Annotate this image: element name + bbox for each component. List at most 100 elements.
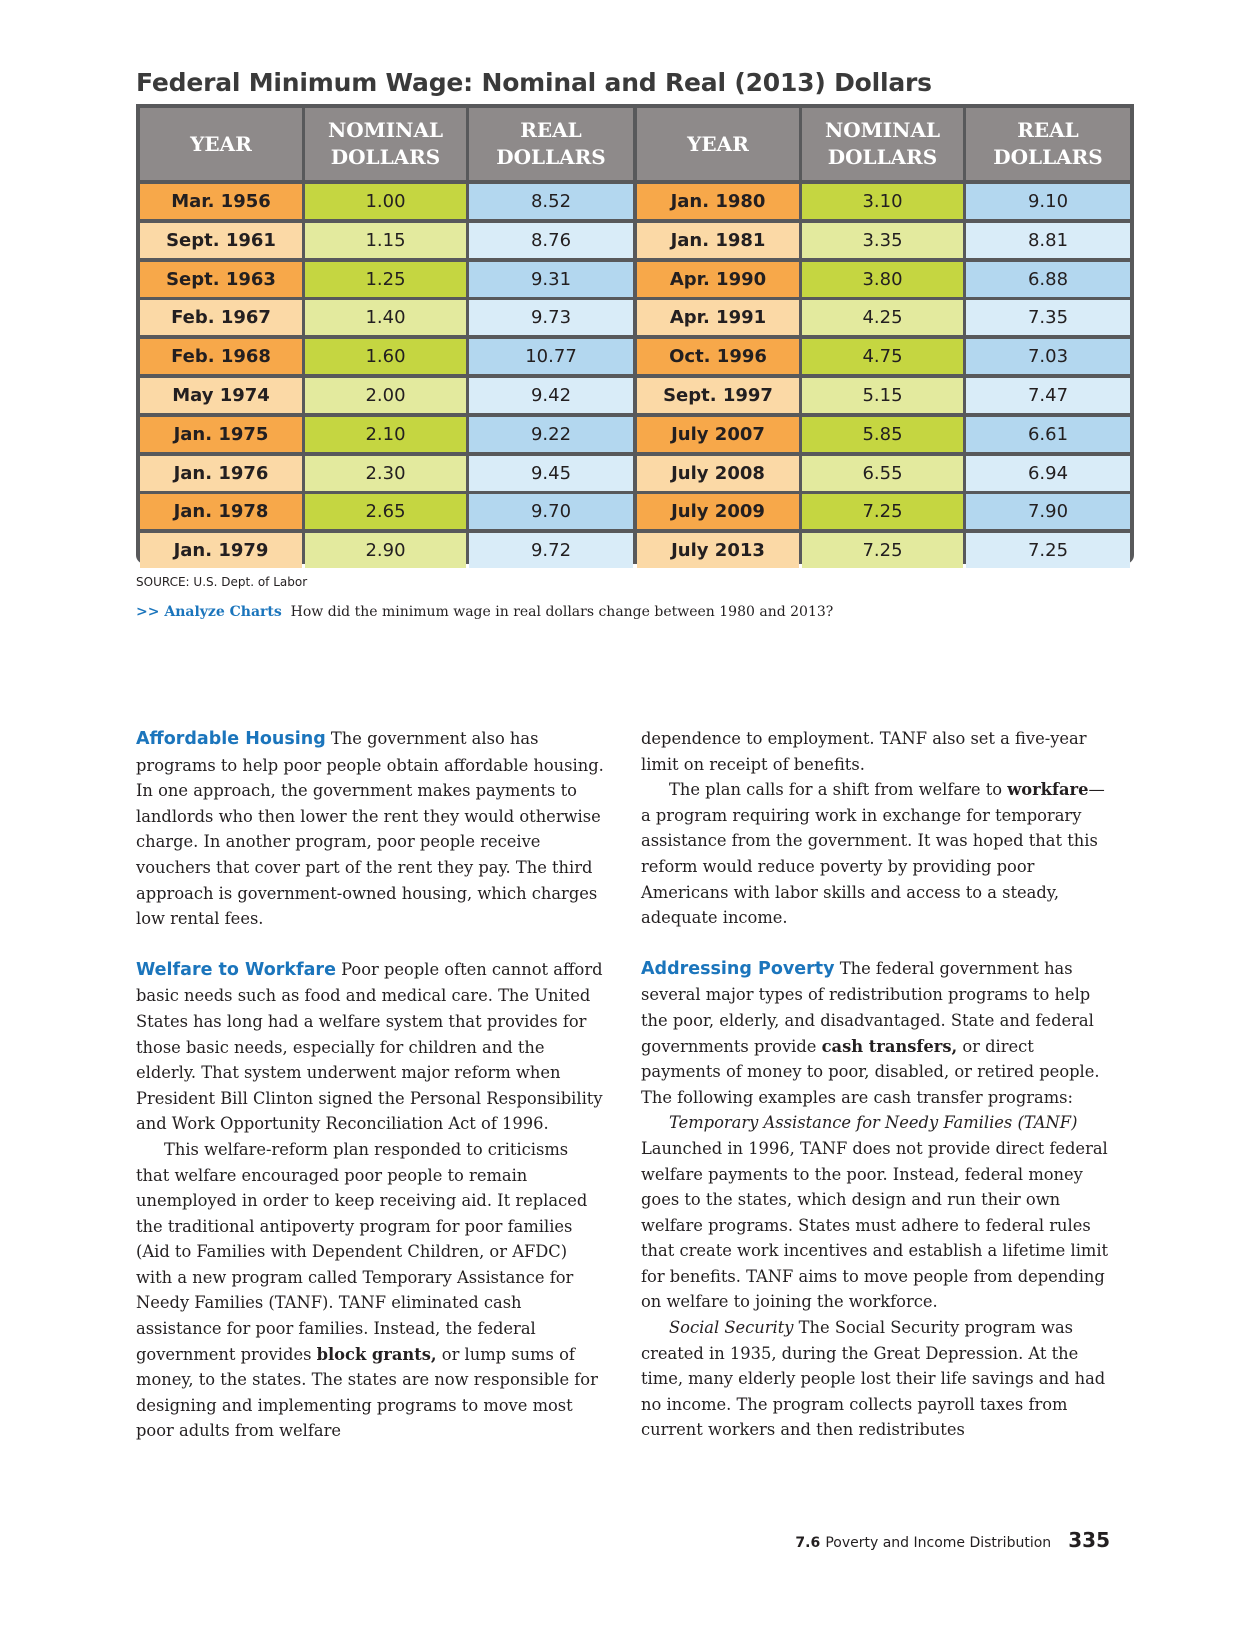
table-row: Apr. 1991 4.25 7.35	[637, 300, 1130, 336]
body-text: or lump sums of money, to the states. Th…	[136, 1344, 598, 1441]
nominal-cell: 5.15	[802, 377, 963, 413]
year-cell: July 2007	[637, 416, 799, 452]
nominal-cell: 3.80	[802, 261, 963, 297]
real-cell: 8.81	[966, 222, 1130, 258]
body-text: —a program requiring work in exchange fo…	[641, 780, 1105, 928]
table-body-left: Mar. 1956 1.00 8.52 Sept. 1961 1.15 8.76 Sept.…	[140, 184, 633, 569]
subhead-tanf: Temporary Assistance for Needy Families …	[669, 1113, 1078, 1133]
year-cell: Jan. 1976	[140, 455, 302, 491]
year-cell: Apr. 1990	[637, 261, 799, 297]
real-cell: 9.22	[469, 416, 633, 452]
real-cell: 9.10	[966, 184, 1130, 219]
page-footer: 7.6 Poverty and Income Distribution 335	[780, 1528, 1110, 1552]
body-text: Launched in 1996, TANF does not provide …	[641, 1138, 1109, 1312]
table-row: Feb. 1968 1.60 10.77	[140, 339, 633, 375]
year-cell: Jan. 1980	[637, 184, 799, 219]
paragraph-addressing-poverty: Addressing Poverty The federal governmen…	[641, 956, 1111, 1111]
table-row: July 2013 7.25 7.25	[637, 533, 1130, 569]
year-cell: Mar. 1956	[140, 184, 302, 219]
header-real: REAL DOLLARS	[966, 108, 1130, 180]
heading-affordable-housing: Affordable Housing	[136, 729, 326, 749]
header-nominal: NOMINAL DOLLARS	[802, 108, 963, 180]
year-cell: Jan. 1979	[140, 533, 302, 569]
table-right-half: YEAR NOMINAL DOLLARS REAL DOLLARS Jan. 198…	[637, 108, 1130, 572]
table-row: Jan. 1979 2.90 9.72	[140, 533, 633, 569]
nominal-cell: 7.25	[802, 533, 963, 569]
real-cell: 7.47	[966, 377, 1130, 413]
text-column-left: Affordable Housing The government also h…	[136, 726, 606, 1444]
year-cell: Sept. 1963	[140, 261, 302, 297]
nominal-cell: 6.55	[802, 455, 963, 491]
body-text: The plan calls for a shift from welfare …	[669, 780, 1008, 800]
table-row: Oct. 1996 4.75 7.03	[637, 339, 1130, 375]
table-left-half: YEAR NOMINAL DOLLARS REAL DOLLARS Mar. 195…	[140, 108, 633, 572]
header-year: YEAR	[140, 108, 302, 180]
real-cell: 7.35	[966, 300, 1130, 336]
footer-section-title: Poverty and Income Distribution	[825, 1535, 1052, 1551]
text-column-right: dependence to employment. TANF also set …	[641, 726, 1111, 1443]
body-text: The Social Security program was created …	[641, 1318, 1106, 1440]
table-row: Jan. 1975 2.10 9.22	[140, 416, 633, 452]
year-cell: Apr. 1991	[637, 300, 799, 336]
year-cell: Jan. 1978	[140, 494, 302, 530]
header-nominal: NOMINAL DOLLARS	[305, 108, 466, 180]
real-cell: 8.76	[469, 222, 633, 258]
table-header-row: YEAR NOMINAL DOLLARS REAL DOLLARS	[140, 108, 633, 180]
paragraph-welfare-reform: This welfare-reform plan responded to cr…	[136, 1137, 606, 1444]
year-cell: Jan. 1981	[637, 222, 799, 258]
header-real: REAL DOLLARS	[469, 108, 633, 180]
real-cell: 10.77	[469, 339, 633, 375]
real-cell: 6.88	[966, 261, 1130, 297]
nominal-cell: 3.35	[802, 222, 963, 258]
paragraph-continued: dependence to employment. TANF also set …	[641, 729, 1087, 774]
real-cell: 8.52	[469, 184, 633, 219]
table-row: Feb. 1967 1.40 9.73	[140, 300, 633, 336]
chart-title: Federal Minimum Wage: Nominal and Real (…	[136, 68, 932, 97]
nominal-cell: 2.10	[305, 416, 466, 452]
nominal-cell: 1.25	[305, 261, 466, 297]
real-cell: 9.31	[469, 261, 633, 297]
real-cell: 7.03	[966, 339, 1130, 375]
analyze-charts-question: How did the minimum wage in real dollars…	[290, 604, 834, 620]
table-row: Jan. 1980 3.10 9.10	[637, 184, 1130, 219]
footer-section-number: 7.6	[795, 1535, 821, 1551]
real-cell: 7.90	[966, 494, 1130, 530]
nominal-cell: 2.65	[305, 494, 466, 530]
table-row: Sept. 1963 1.25 9.31	[140, 261, 633, 297]
real-cell: 9.45	[469, 455, 633, 491]
table-row: Sept. 1961 1.15 8.76	[140, 222, 633, 258]
nominal-cell: 4.75	[802, 339, 963, 375]
year-cell: July 2009	[637, 494, 799, 530]
year-cell: Oct. 1996	[637, 339, 799, 375]
nominal-cell: 7.25	[802, 494, 963, 530]
real-cell: 9.70	[469, 494, 633, 530]
table-header-row: YEAR NOMINAL DOLLARS REAL DOLLARS	[637, 108, 1130, 180]
table-row: Mar. 1956 1.00 8.52	[140, 184, 633, 219]
year-cell: Sept. 1997	[637, 377, 799, 413]
nominal-cell: 2.90	[305, 533, 466, 569]
real-cell: 6.94	[966, 455, 1130, 491]
nominal-cell: 1.15	[305, 222, 466, 258]
table-row: July 2008 6.55 6.94	[637, 455, 1130, 491]
paragraph-tanf: Temporary Assistance for Needy Families …	[641, 1110, 1111, 1315]
year-cell: Feb. 1967	[140, 300, 302, 336]
paragraph-welfare-to-workfare: Welfare to Workfare Poor people often ca…	[136, 957, 606, 1137]
heading-addressing-poverty: Addressing Poverty	[641, 958, 835, 979]
nominal-cell: 1.40	[305, 300, 466, 336]
nominal-cell: 5.85	[802, 416, 963, 452]
analyze-charts-prompt: >> Analyze Charts How did the minimum wa…	[136, 603, 836, 622]
body-text: The government also has programs to help…	[136, 729, 604, 929]
year-cell: Feb. 1968	[140, 339, 302, 375]
table-row: Jan. 1981 3.35 8.81	[637, 222, 1130, 258]
table-body-right: Jan. 1980 3.10 9.10 Jan. 1981 3.35 8.81 Apr. 1…	[637, 184, 1130, 569]
body-text: This welfare-reform plan responded to cr…	[136, 1139, 588, 1364]
table-row: July 2009 7.25 7.90	[637, 494, 1130, 530]
year-cell: July 2013	[637, 533, 799, 569]
body-text: The federal government has several major…	[641, 958, 1094, 1056]
table-row: Jan. 1978 2.65 9.70	[140, 494, 633, 530]
body-text: Poor people often cannot afford basic ne…	[136, 959, 603, 1134]
term-block-grants: block grants,	[316, 1344, 437, 1364]
table-row: July 2007 5.85 6.61	[637, 416, 1130, 452]
subhead-social-security: Social Security	[669, 1318, 794, 1338]
analyze-charts-label: >> Analyze Charts	[136, 604, 282, 620]
